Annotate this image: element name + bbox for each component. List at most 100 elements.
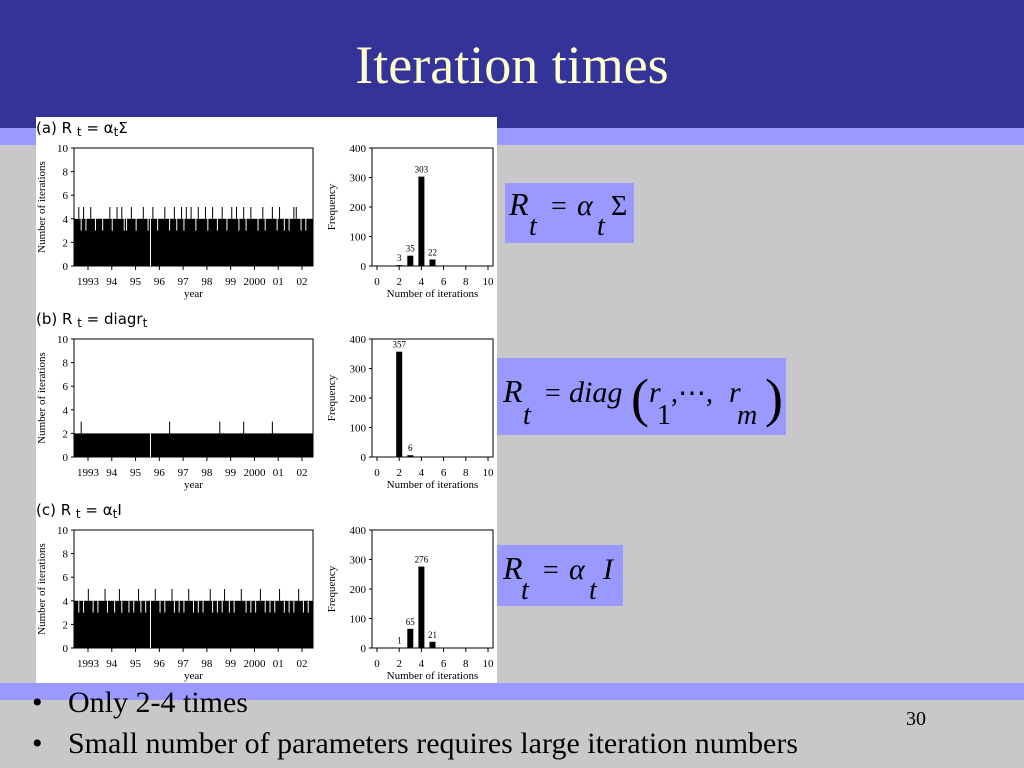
- hist-x-tick-label: 0: [374, 658, 380, 670]
- hist-x-axis-label: Number of iterations: [387, 670, 479, 682]
- hist-bar: [396, 265, 403, 266]
- eq-b-m: m: [737, 400, 757, 431]
- ts-x-tick-label: 02: [297, 276, 308, 288]
- ts-y-tick-label: 4: [63, 214, 69, 226]
- ts-y-tick-label: 0: [63, 643, 69, 655]
- eq-c-i: I: [602, 553, 615, 586]
- ts-y-tick-label: 0: [63, 261, 69, 273]
- ts-x-tick-label: 02: [297, 658, 308, 670]
- ts-y-axis-label: Number of iterations: [36, 543, 48, 635]
- ts-y-tick-label: 0: [63, 452, 69, 464]
- hist-y-tick-label: 100: [350, 232, 367, 244]
- hist-x-tick-label: 10: [483, 467, 495, 479]
- hist-x-tick-label: 4: [419, 467, 425, 479]
- hist-bar-label: 6: [408, 443, 413, 453]
- hist-x-axis-label: Number of iterations: [387, 479, 479, 491]
- hist-y-axis-label: Frequency: [326, 183, 338, 230]
- hist-x-tick-label: 4: [419, 658, 425, 670]
- hist-bar: [418, 176, 425, 266]
- bullet-text: Only 2-4 times: [68, 686, 248, 719]
- ts-x-tick-label: 98: [201, 658, 213, 670]
- eq-a-sigma: Σ: [611, 191, 627, 222]
- eq-b-rparen: ): [765, 368, 783, 428]
- ts-x-tick-label: 98: [201, 467, 213, 479]
- hist-y-tick-label: 100: [350, 614, 367, 626]
- ts-y-tick-label: 10: [57, 143, 69, 155]
- eq-c-sub: t: [521, 575, 530, 606]
- hist-bar: [429, 259, 436, 266]
- ts-x-tick-label: 2000: [243, 658, 266, 670]
- ts-y-tick-label: 2: [63, 619, 69, 631]
- ts-x-tick-label: 96: [154, 467, 166, 479]
- title-bar: [0, 0, 1024, 128]
- equation-c: R t = α t I: [502, 550, 615, 606]
- hist-y-tick-label: 200: [350, 393, 367, 405]
- eq-a-r: R: [508, 186, 529, 222]
- panel-label: (a) R t = αtΣ: [36, 119, 128, 139]
- hist-x-tick-label: 6: [441, 276, 447, 288]
- hist-bar: [418, 566, 425, 648]
- ts-x-tick-label: 01: [273, 276, 284, 288]
- ts-x-tick-label: 95: [130, 276, 142, 288]
- eq-b-diag: diag: [569, 376, 622, 409]
- ts-x-axis-label: year: [184, 288, 203, 300]
- equation-box-c: R t = α t I: [497, 545, 623, 606]
- bullet-dot: •: [32, 727, 43, 760]
- hist-x-tick-label: 4: [419, 276, 425, 288]
- hist-bar-label: 357: [392, 340, 406, 350]
- ts-x-tick-label: 97: [178, 276, 190, 288]
- eq-a-alpha-sub: t: [597, 211, 606, 242]
- ts-x-axis-label: year: [184, 670, 203, 682]
- ts-bar-fill: [74, 218, 313, 266]
- hist-bar-label: 35: [406, 244, 416, 254]
- eq-a-alpha: α: [577, 189, 594, 222]
- hist-y-tick-label: 0: [361, 261, 367, 273]
- equation-b: R t = diag ( r 1 ,⋯, r m ): [502, 368, 783, 431]
- hist-y-tick-label: 200: [350, 584, 367, 596]
- hist-y-tick-label: 400: [350, 334, 367, 346]
- eq-c-alpha: α: [569, 553, 586, 586]
- ts-y-tick-label: 6: [63, 381, 69, 393]
- ts-y-tick-label: 6: [63, 572, 69, 584]
- hist-plot-frame: [371, 529, 494, 649]
- hist-x-tick-label: 2: [396, 276, 402, 288]
- eq-a-equals: =: [551, 191, 567, 222]
- hist-bar-label: 303: [415, 165, 429, 175]
- hist-bar: [396, 647, 403, 649]
- slide-number: 30: [906, 708, 926, 730]
- hist-y-tick-label: 300: [350, 364, 367, 376]
- eq-b-lparen: (: [631, 368, 649, 428]
- ts-x-tick-label: 2000: [243, 276, 266, 288]
- ts-x-tick-label: 94: [106, 658, 118, 670]
- hist-bar-label: 21: [428, 630, 437, 640]
- hist-y-tick-label: 400: [350, 143, 367, 155]
- eq-b-1: 1: [657, 400, 671, 431]
- ts-x-tick-label: 99: [225, 276, 237, 288]
- ts-x-tick-label: 96: [154, 276, 166, 288]
- equation-box-b: R t = diag ( r 1 ,⋯, r m ): [497, 358, 786, 435]
- ts-y-tick-label: 6: [63, 190, 69, 202]
- hist-y-tick-label: 100: [350, 423, 367, 435]
- hist-bar: [407, 628, 414, 648]
- hist-x-tick-label: 10: [483, 276, 495, 288]
- figure-panel: (a) R t = αtΣ 0 2 4 6 8 10 1993 94 95 96 97 98 99 2000…: [36, 117, 497, 683]
- ts-y-axis-label: Number of iterations: [36, 352, 48, 444]
- eq-c-r: R: [502, 550, 523, 586]
- bullet-text: Small number of parameters requires larg…: [68, 727, 799, 760]
- hist-plot-frame: [371, 147, 494, 267]
- hist-y-tick-label: 0: [361, 452, 367, 464]
- ts-x-tick-label: 96: [154, 658, 166, 670]
- hist-bar-label: 22: [428, 248, 437, 258]
- eq-b-sub: t: [523, 400, 532, 431]
- ts-x-tick-label: 01: [273, 658, 284, 670]
- ts-x-tick-label: 01: [273, 467, 284, 479]
- hist-x-tick-label: 6: [441, 658, 447, 670]
- ts-y-tick-label: 4: [63, 405, 69, 417]
- hist-bar: [396, 351, 403, 457]
- ts-x-tick-label: 97: [178, 467, 190, 479]
- hist-plot-frame: [371, 338, 494, 458]
- ts-x-axis-label: year: [184, 479, 203, 491]
- ts-x-tick-label: 02: [297, 467, 308, 479]
- eq-b-r: R: [502, 373, 523, 409]
